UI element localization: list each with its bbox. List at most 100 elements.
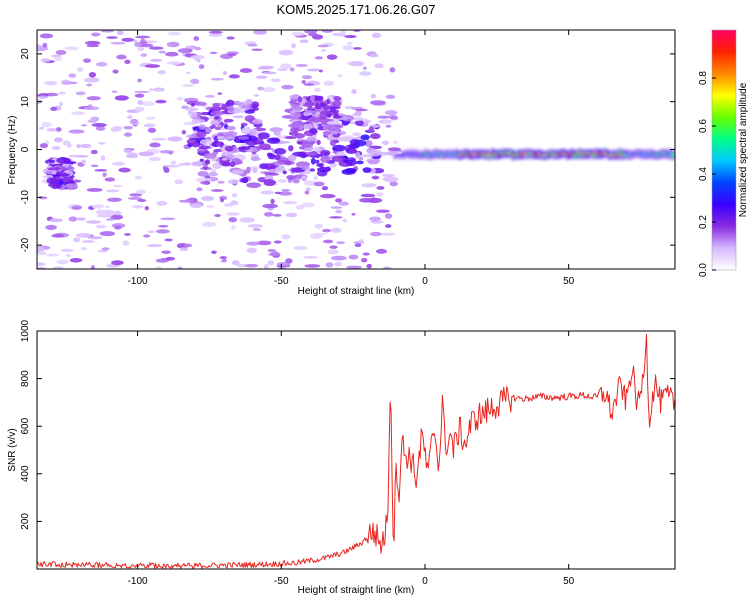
spectrogram-patch [387, 147, 401, 152]
spectrogram-patch [142, 101, 155, 107]
spectrogram-patch [239, 217, 255, 223]
spectrogram-patch [389, 181, 398, 187]
spectrogram-patch [314, 103, 322, 110]
spectrogram-patch [137, 46, 145, 51]
spectrogram-patch [58, 91, 66, 95]
spectrogram-patch [371, 32, 382, 39]
spectrogram-patch [314, 56, 324, 60]
spectrogram-patch [111, 260, 124, 266]
spectrogram-patch [309, 168, 316, 172]
spectrogram-patch [297, 96, 303, 103]
spectrogram-patch [38, 126, 45, 130]
spectrogram-patch [313, 181, 325, 187]
spectrogram-patch [301, 177, 307, 182]
spectrogram-patch [338, 136, 351, 142]
spectrogram-patch [295, 204, 305, 210]
spectrogram-y-tick-label: -10 [20, 190, 31, 205]
spectrogram-patch [198, 124, 206, 130]
spectrogram-patch [290, 127, 302, 133]
colorbar-tick-label: 0.0 [698, 263, 709, 277]
spectrogram-patch [251, 128, 258, 134]
spectrogram-patch [144, 206, 149, 211]
spectrogram-patch [310, 157, 316, 165]
snr-y-tick-label: 1000 [20, 319, 31, 342]
spectrogram-patch [194, 46, 201, 51]
spectrogram-patch [114, 225, 122, 230]
spectrogram-patch [80, 143, 92, 149]
spectrogram-patch [208, 172, 218, 177]
spectrogram-patch [256, 240, 272, 246]
spectrogram-patch [297, 140, 303, 145]
spectrogram-patch [229, 161, 236, 168]
spectrogram-patch [90, 164, 99, 168]
spectrogram-patch [138, 151, 154, 157]
spectrogram-patch [200, 181, 209, 185]
spectrogram-patch [349, 139, 360, 146]
snr-x-tick-label: -100 [128, 576, 148, 587]
spectrogram-patch [81, 240, 95, 243]
spectrogram-patch [216, 158, 221, 163]
spectrogram-patch [350, 148, 358, 154]
spectrogram-patch [370, 100, 386, 106]
spectrogram-patch [389, 67, 396, 73]
spectrogram-patch [221, 103, 228, 111]
spectrogram-patch [255, 75, 268, 79]
spectrogram-patch [118, 167, 131, 173]
spectrogram-patch [167, 31, 181, 36]
spectrogram-patch [381, 140, 390, 145]
spectrogram-patch [370, 231, 382, 237]
spectrogram-patch [208, 30, 223, 34]
spectrogram-patch [319, 111, 333, 115]
spectrogram-patch [342, 45, 354, 51]
spectrogram-patch [182, 84, 195, 87]
spectrogram-patch [227, 179, 239, 185]
spectrogram-patch [68, 73, 77, 78]
spectrogram-specks [37, 30, 403, 269]
figure-title: KOM5.2025.171.06.26.G07 [276, 2, 435, 17]
spectrogram-patch [140, 53, 148, 58]
spectrogram-patch [269, 168, 277, 174]
spectrogram-patch [367, 159, 380, 165]
colorbar-tick-label: 0.6 [698, 119, 709, 133]
spectrogram-y-tick-label: 0 [20, 146, 31, 152]
spectrogram-patch [358, 239, 364, 243]
spectrogram-patch [58, 173, 71, 177]
spectrogram-patch [158, 50, 166, 54]
spectrogram-patch [258, 143, 271, 151]
spectrogram-patch [210, 110, 223, 117]
spectrogram-patch [181, 105, 189, 110]
spectrogram-patch [370, 220, 384, 224]
spectrogram-patch [361, 183, 377, 188]
spectrogram-patch [134, 175, 143, 180]
snr-x-axis-label: Height of straight line (km) [298, 585, 415, 596]
spectrogram-patch [278, 49, 294, 56]
spectrogram-patch [116, 30, 124, 35]
spectrogram-patch [178, 199, 195, 203]
spectrogram-patch [48, 159, 56, 164]
spectrogram-patch [90, 264, 95, 269]
spectrogram-patch [321, 49, 327, 52]
spectrogram-patch [273, 130, 282, 136]
spectrogram-patch [358, 156, 364, 161]
spectrogram-patch [309, 94, 315, 102]
spectrogram-patch [304, 30, 318, 34]
spectrogram-patch [56, 157, 70, 164]
spectrogram-patch [114, 95, 129, 101]
colorbar-frame [711, 29, 737, 271]
spectrogram-patch [199, 139, 213, 145]
spectrogram-patch [199, 158, 205, 162]
spectrogram-patch [226, 130, 238, 138]
spectrogram-patch [166, 41, 180, 48]
spectrogram-patch [262, 87, 276, 93]
spectrogram-patch [86, 187, 103, 192]
spectrogram-patch [44, 80, 58, 86]
spectrogram-patch [384, 110, 398, 116]
colorbar-ticks: 0.0 0.2 0.4 0.6 0.8 [698, 71, 716, 277]
spectrogram-patch [246, 247, 257, 254]
spectrogram-patch [251, 104, 258, 109]
spectrogram-patch [371, 175, 380, 180]
spectrogram-patch [333, 96, 342, 102]
snr-plot-area [37, 331, 675, 569]
snr-y-tick-label: 200 [20, 513, 31, 530]
spectrogram-patch [40, 58, 51, 63]
